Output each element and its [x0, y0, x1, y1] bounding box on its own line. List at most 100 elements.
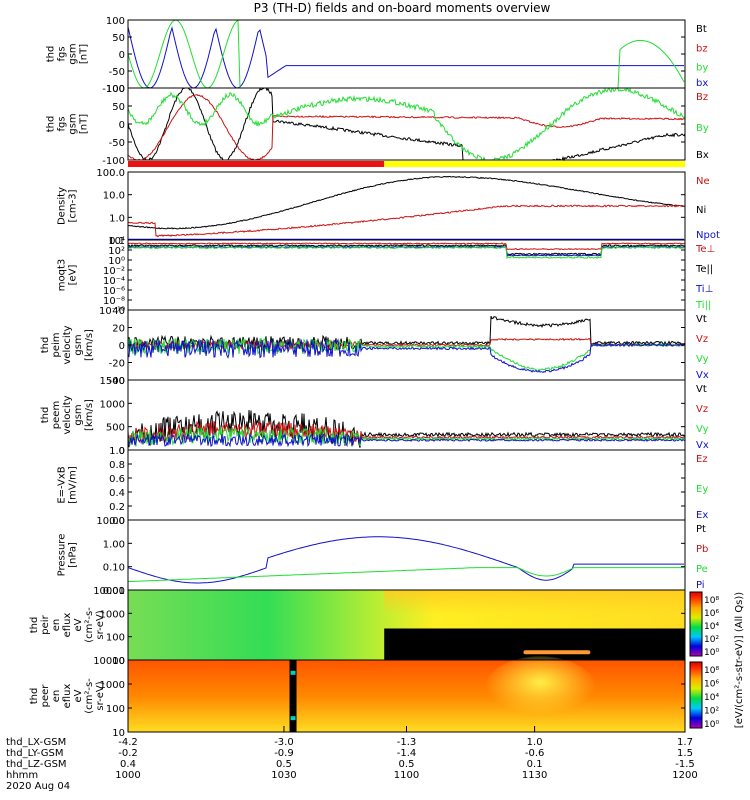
colorbar: 10⁸ 10⁶ 10⁴ 10² 10⁰ [689, 591, 719, 658]
y-tick-label: 10000 [93, 586, 125, 597]
axis-row-value: -0.2 [118, 748, 138, 759]
y-tick-label: 100 [106, 84, 125, 95]
legend-entry: Vx [696, 440, 709, 451]
y-axis-label-line: gsm [73, 334, 84, 355]
axis-row-value: 0.5 [399, 759, 415, 770]
y-tick-label: 0.1 [109, 236, 125, 247]
y-tick-label: 10 [112, 728, 125, 739]
y-axis-label-line: thd [40, 337, 51, 354]
colorbar-tick-label: 10⁸ [704, 596, 719, 606]
panel-frame [127, 171, 686, 241]
y-axis-label-line: peer [40, 684, 51, 708]
legend-entry: Ex [696, 510, 708, 521]
axis-row-value: 1030 [271, 770, 296, 781]
axis-row-value: -0.9 [274, 748, 294, 759]
axis-row-value: 1200 [672, 770, 697, 781]
axis-row-value: 0.5 [276, 759, 292, 770]
y-axis-label: thd fgs gsm [nT] [46, 113, 90, 134]
series-line-vz [127, 420, 686, 445]
y-tick-label: 0.10 [103, 563, 125, 574]
panel-peer-spectrogram: 10000 1000 100 10 thd peer en eflux eV (cm²-s-sr-… [29, 656, 686, 739]
legend-entry: Npot [696, 230, 720, 241]
legend-entry: Ey [696, 484, 708, 495]
series-line-vx [127, 432, 686, 448]
y-tick-label: 0.0 [109, 516, 125, 527]
y-axis-label-line: eflux [62, 613, 73, 638]
series-line-bx [127, 87, 686, 161]
axis-row-value: 0.4 [120, 759, 136, 770]
series-line-vt [127, 316, 686, 352]
y-axis-label-line: E=-VxB [57, 466, 68, 503]
y-tick-label: 1000 [100, 609, 125, 620]
colorbar-label: [eV/(cm²-s-str-eV)] (All Qs)) [734, 592, 745, 728]
y-tick-label: 10⁻⁸ [103, 296, 125, 307]
axis-row-value: -1.5 [675, 759, 695, 770]
axis-row-value: 1.7 [677, 737, 693, 748]
axis-row-value: 0.1 [527, 759, 543, 770]
axis-row-value: -3.0 [274, 737, 294, 748]
series-line-ti [127, 242, 686, 251]
series-line-by [127, 94, 686, 161]
axis-row-value: 1000 [115, 770, 140, 781]
y-tick-label: 0 [119, 446, 125, 457]
y-axis-label-line: velocity [62, 325, 73, 364]
y-axis-label-line: Density [57, 187, 68, 225]
chart-title: P3 (TH-D) fields and on-board moments ov… [254, 1, 551, 15]
y-axis-label-line: [nT] [79, 44, 90, 64]
colorbar-tick-label: 10² [704, 707, 719, 717]
axis-row-label: 2020 Aug 04 [6, 781, 70, 792]
y-tick-label: 10⁻¹⁰ [99, 306, 125, 317]
y-tick-label: 20 [112, 324, 125, 335]
axis-row-value: -4.2 [118, 737, 138, 748]
y-axis-label-line: peem [51, 401, 62, 429]
y-tick-label: 0.4 [109, 488, 125, 499]
y-tick-label: 1000 [100, 680, 125, 691]
y-axis-label-line: gsm [73, 404, 84, 425]
colorbar-tick-label: 10⁶ [704, 680, 719, 690]
y-axis-label-line: eflux [62, 684, 73, 709]
y-axis-label-line: thd [29, 688, 40, 705]
y-tick-label: 40 [112, 306, 125, 317]
y-axis-label: thd peem velocity gsm [km/s] [40, 395, 95, 434]
spectrogram-gap-mark [290, 670, 296, 675]
spectrogram-band [523, 650, 591, 655]
y-axis-label: thd peer en eflux eV (cm²-s-sr-eV) [29, 678, 106, 714]
panel-density: 100.0 10.0 1.0 0.1 Density [cm-3] Ne Ni Npot [57, 168, 720, 247]
axis-row-value: 1.0 [527, 737, 543, 748]
legend-entry: Vy [696, 424, 709, 435]
y-axis-label-line: [eV] [68, 265, 79, 286]
spectrogram-gap-mark [290, 716, 296, 721]
legend-entry: bz [696, 43, 708, 54]
y-axis-label: Density [cm-3] [57, 187, 79, 225]
y-axis-label-line: (cm²-s- [84, 607, 95, 643]
y-axis-label-line: en [51, 690, 62, 703]
y-axis-label-line: eV [73, 618, 84, 631]
y-axis-label-line: moqt3 [57, 259, 68, 292]
legend-entry: By [696, 123, 709, 134]
y-axis-label-line: [nT] [79, 114, 90, 134]
y-tick-label: 100.0 [96, 168, 125, 179]
y-tick-label: 50 [112, 102, 125, 113]
y-tick-label: -20 [109, 359, 125, 370]
y-axis-label-line: peir [40, 614, 51, 634]
y-tick-label: 1.0 [109, 213, 125, 224]
y-axis-label-line: gsm [68, 43, 79, 64]
quality-bar-yellow [384, 161, 685, 167]
series-line-bz [127, 19, 685, 89]
y-axis-label-line: thd [46, 46, 57, 63]
series-line-bt [127, 25, 684, 89]
panel-frame [127, 449, 686, 521]
y-axis-label-line: Pressure [57, 534, 68, 577]
axis-row-value: 1.5 [677, 748, 693, 759]
panel-fgs-zoom: 100 50 0 -50 -100 thd fgs gsm [nT] Bt bz by bx [46, 16, 709, 95]
panel-peem-velocity: 1500 1000 500 0 thd peem velocity gsm [km/s] Vt Vz… [40, 376, 709, 457]
y-axis-label-line: [mV/m] [68, 466, 79, 504]
y-axis-label: thd peir en eflux eV (cm²-s-sr-eV) [29, 607, 106, 643]
axis-row-value: -1.3 [397, 737, 417, 748]
y-tick-label: 0.01 [103, 586, 125, 597]
y-axis-label-line: [km/s] [84, 329, 95, 361]
y-tick-label: 0.6 [109, 474, 125, 485]
y-axis-label-line: thd [29, 617, 40, 634]
legend-entry: Ti|| [695, 300, 711, 311]
